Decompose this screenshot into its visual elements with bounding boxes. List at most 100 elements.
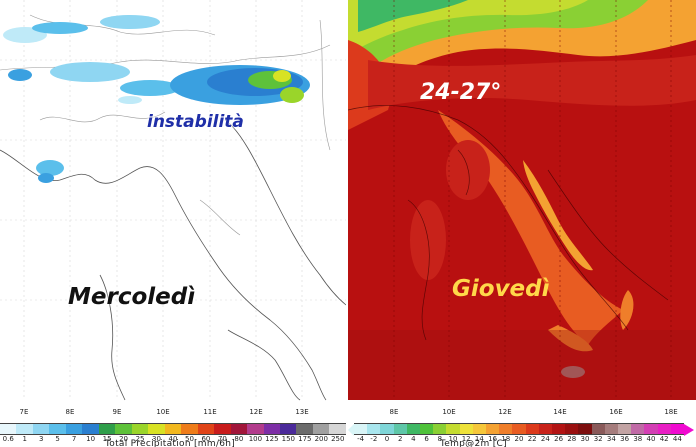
colorbar-segment — [312, 424, 330, 434]
colorbar-tick-label: 15 — [102, 435, 112, 443]
colorbar-segment — [0, 424, 17, 434]
colorbar-tick-label: 25 — [135, 435, 145, 443]
lon-label: 8E — [389, 408, 399, 416]
precipitation-map — [0, 0, 346, 401]
precipitation-colorbar — [0, 423, 346, 435]
lon-label: 13E — [295, 408, 309, 416]
colorbar-segment — [459, 424, 473, 434]
colorbar-tick-label: 70 — [217, 435, 227, 443]
colorbar-tick-label: 38 — [633, 435, 643, 443]
colorbar-tick-label: 16 — [488, 435, 498, 443]
colorbar-segment — [164, 424, 182, 434]
precipitation-map-panel: instabilità Mercoledì 7E 8E 9E 10E 11E 1… — [0, 0, 346, 447]
longitude-labels-right: 8E 10E 12E 14E 16E 18E — [348, 408, 696, 418]
colorbar-segment — [604, 424, 619, 434]
colorbar-tick-label: 5 — [55, 435, 60, 443]
lon-label: 10E — [156, 408, 170, 416]
colorbar-tick-label: 22 — [527, 435, 537, 443]
lon-label: 16E — [609, 408, 623, 416]
colorbar-tick-label: 175 — [298, 435, 312, 443]
colorbar-tick-label: 125 — [265, 435, 279, 443]
colorbar-tick-label: 30 — [580, 435, 590, 443]
colorbar-segment — [657, 424, 671, 434]
colorbar-segment — [420, 424, 434, 434]
colorbar-segment — [148, 424, 165, 434]
colorbar-segment — [631, 424, 645, 434]
colorbar-segment — [472, 424, 487, 434]
colorbar-tick-label: 250 — [331, 435, 345, 443]
colorbar-segment — [181, 424, 198, 434]
colorbar-segment — [552, 424, 566, 434]
colorbar-tick-label: 20 — [514, 435, 524, 443]
colorbar-segment — [380, 424, 394, 434]
colorbar-segment — [115, 424, 132, 434]
lon-label: 8E — [65, 408, 75, 416]
colorbar-segment — [197, 424, 215, 434]
colorbar-tick-label: 0 — [384, 435, 390, 443]
colorbar-segment — [446, 424, 460, 434]
colorbar-tick-label: 34 — [606, 435, 616, 443]
colorbar-tick-label: 80 — [234, 435, 244, 443]
temperature-range-label: 24-27° — [420, 80, 502, 105]
colorbar-tick-label: 20 — [119, 435, 129, 443]
colorbar-segment — [329, 424, 346, 434]
lon-label: 12E — [249, 408, 263, 416]
lon-label: 18E — [664, 408, 678, 416]
colorbar-segment — [433, 424, 447, 434]
colorbar-segment — [98, 424, 116, 434]
colorbar-segment — [65, 424, 83, 434]
colorbar-tick-label: 0.6 — [2, 435, 14, 443]
colorbar-segment — [525, 424, 539, 434]
colorbar-tick-label: 2 — [397, 435, 403, 443]
lon-label: 14E — [553, 408, 567, 416]
colorbar-tick-label: 60 — [201, 435, 211, 443]
colorbar-segment — [131, 424, 149, 434]
colorbar-segment — [263, 424, 280, 434]
colorbar-segment — [578, 424, 592, 434]
precipitation-patches — [3, 15, 310, 183]
colorbar-tick-label: 10 — [448, 435, 458, 443]
colorbar-segment — [279, 424, 297, 434]
colorbar-segment — [49, 424, 66, 434]
lon-label: 9E — [112, 408, 122, 416]
colorbar-segment — [499, 424, 513, 434]
colorbar-segment — [670, 424, 685, 434]
colorbar-segment — [486, 424, 500, 434]
colorbar-tick-label: 150 — [281, 435, 296, 443]
lon-label: 7E — [19, 408, 29, 416]
colorbar-segment — [591, 424, 605, 434]
colorbar-tick-label: 200 — [314, 435, 328, 443]
colorbar-arrow-left-icon — [348, 424, 354, 436]
colorbar-segment — [32, 424, 50, 434]
colorbar-segment — [296, 424, 313, 434]
colorbar-segment — [644, 424, 658, 434]
colorbar-tick-label: 4 — [411, 435, 416, 443]
colorbar-segment — [406, 424, 421, 434]
colorbar-segment — [565, 424, 579, 434]
temperature-map-panel: 24-27° Giovedì 8E 10E 12E 14E 16E 18E -4… — [348, 0, 696, 447]
colorbar-arrow-icon — [684, 424, 694, 436]
colorbar-tick-label: 28 — [567, 435, 577, 443]
coastlines-right — [348, 105, 669, 341]
lon-label: 12E — [498, 408, 512, 416]
day-label-thursday: Giovedì — [452, 276, 550, 302]
grid-lines — [0, 0, 346, 400]
colorbar-tick-label: 100 — [248, 435, 263, 443]
lon-label: 10E — [442, 408, 456, 416]
day-label-wednesday: Mercoledì — [68, 284, 196, 310]
colorbar-tick-label: 32 — [593, 435, 603, 443]
coastlines — [0, 119, 346, 401]
colorbar-tick-label: 1 — [22, 435, 27, 443]
colorbar-tick-label: 10 — [86, 435, 96, 443]
colorbar-tick-label: 42 — [659, 435, 669, 443]
temperature-map — [348, 0, 696, 447]
colorbar-tick-label: -4 — [357, 435, 365, 443]
temperature-colorbar-title: Temp@2m [C] — [440, 439, 507, 447]
colorbar-tick-label: 24 — [540, 435, 550, 443]
colorbar-segment — [354, 424, 368, 434]
colorbar-tick-label: 44 — [672, 435, 682, 443]
lon-label: 11E — [203, 408, 217, 416]
colorbar-tick-label: 3 — [38, 435, 44, 443]
colorbar-tick-label: 7 — [71, 435, 77, 443]
colorbar-segment — [230, 424, 248, 434]
